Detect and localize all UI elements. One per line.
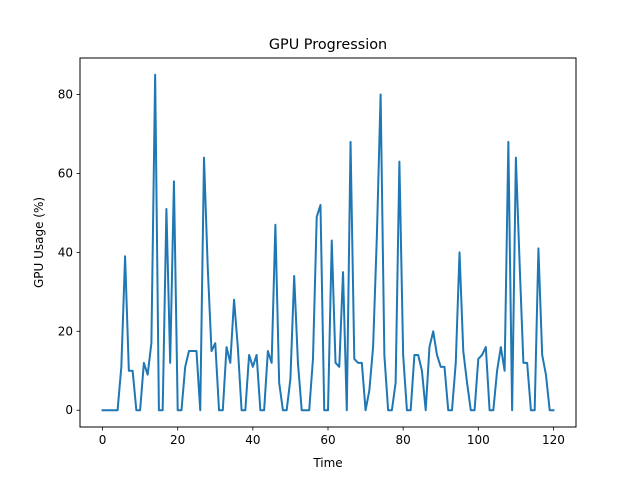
x-tick-label: 0 xyxy=(99,433,107,447)
x-tick-label: 20 xyxy=(170,433,185,447)
x-tick-label: 60 xyxy=(320,433,335,447)
y-tick-label: 60 xyxy=(58,166,73,180)
x-tick-label: 120 xyxy=(542,433,565,447)
y-tick-label: 80 xyxy=(58,88,73,102)
y-axis-label: GPU Usage (%) xyxy=(32,197,46,288)
y-tick-label: 0 xyxy=(65,403,73,417)
plot-area xyxy=(101,73,555,412)
y-tick-label: 40 xyxy=(58,245,73,259)
chart-title: GPU Progression xyxy=(269,37,387,53)
x-tick-label: 40 xyxy=(245,433,260,447)
x-tick-label: 80 xyxy=(396,433,411,447)
x-axis-ticks: 0 20 40 60 80 100 120 xyxy=(99,427,565,447)
y-axis-ticks: 0 20 40 60 80 xyxy=(58,88,80,417)
x-axis-label: Time xyxy=(312,456,342,470)
x-tick-label: 100 xyxy=(467,433,490,447)
series-line xyxy=(101,73,555,412)
y-tick-label: 20 xyxy=(58,324,73,338)
